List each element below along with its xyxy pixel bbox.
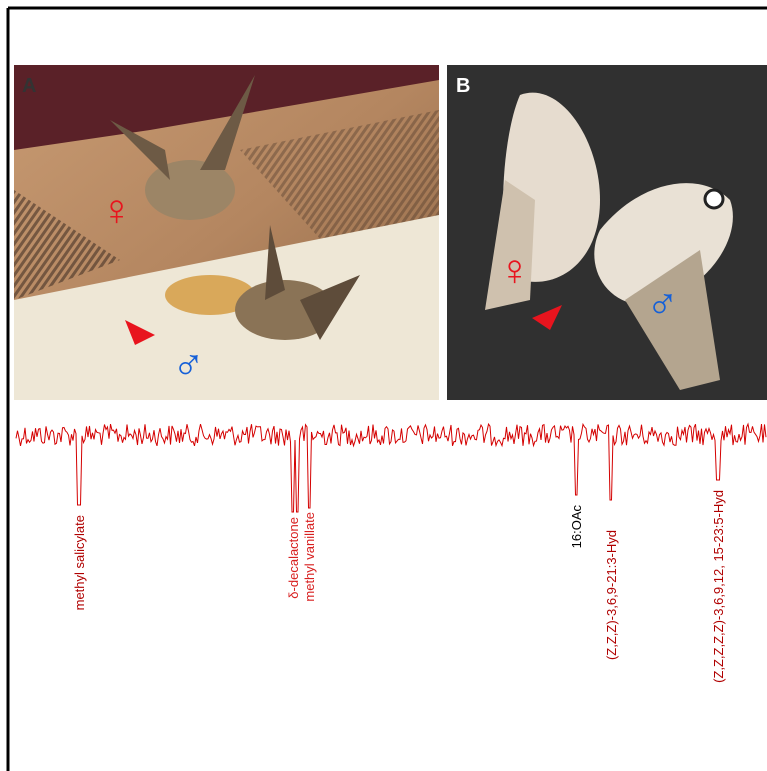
ead-trace bbox=[15, 422, 767, 513]
panel-label: A bbox=[22, 75, 36, 97]
female-symbol: ♀ bbox=[498, 246, 531, 295]
photo-a: A ♀ ♂ bbox=[14, 65, 439, 400]
peak-label: (Z,Z,Z)-3,6,9-21:3-Hyd bbox=[604, 530, 619, 660]
arrowhead bbox=[125, 320, 155, 345]
peak-label: 16:OAc bbox=[569, 505, 584, 549]
panel-label: B bbox=[456, 75, 470, 97]
male-symbol: ♂ bbox=[172, 339, 205, 388]
peak-label: δ-decalactone bbox=[286, 517, 301, 599]
photo-b: B ♀ ♂ bbox=[447, 65, 767, 400]
female-symbol: ♀ bbox=[100, 186, 133, 235]
peak-label: methyl vanillate bbox=[302, 512, 317, 602]
peak-label: methyl salicylate bbox=[72, 515, 87, 610]
arrowhead bbox=[532, 305, 562, 330]
male-symbol: ♂ bbox=[646, 278, 679, 327]
peak-labels: methyl salicylate δ-decalactone methyl van… bbox=[72, 490, 726, 683]
peak-label: (Z,Z,Z,Z,Z)-3,6,9,12, 15-23:5-Hyd bbox=[711, 490, 726, 683]
